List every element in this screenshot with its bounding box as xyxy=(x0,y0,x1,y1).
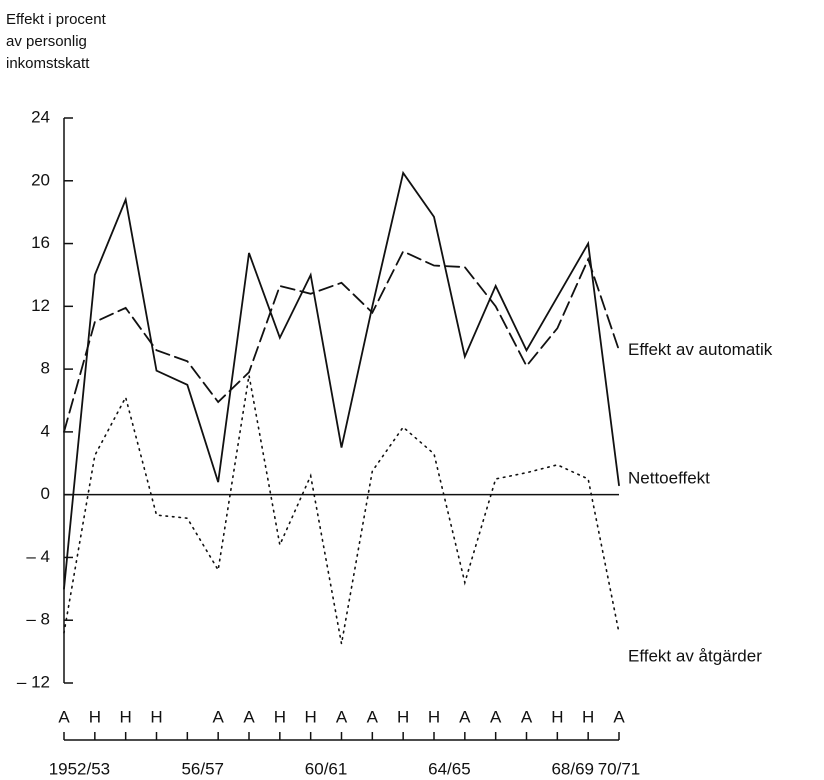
series-line xyxy=(63,170,620,590)
x-tick-label: H xyxy=(120,707,132,726)
series-label: Nettoeffekt xyxy=(628,469,710,488)
x-tick-label: H xyxy=(582,707,594,726)
x-tick-label: H xyxy=(150,707,162,726)
x-tick-label: H xyxy=(305,707,317,726)
y-tick-label: 8 xyxy=(41,359,50,378)
year-label: 60/61 xyxy=(305,759,348,778)
year-label: 68/69 xyxy=(551,759,594,778)
y-tick-label: – 4 xyxy=(26,547,50,566)
x-tick-label: H xyxy=(551,707,563,726)
y-tick-label: – 12 xyxy=(17,672,50,691)
series-line xyxy=(63,250,620,433)
y-tick-label: 24 xyxy=(31,107,50,126)
series-label: Effekt av automatik xyxy=(628,340,773,359)
y-tick-label: – 8 xyxy=(26,610,50,629)
x-tick-label: A xyxy=(243,707,255,726)
x-tick-label: A xyxy=(58,707,70,726)
y-axis-title: inkomstskatt xyxy=(6,55,90,72)
x-tick-label: A xyxy=(336,707,348,726)
x-tick-label: H xyxy=(428,707,440,726)
y-tick-label: 0 xyxy=(41,484,50,503)
x-tick-label: A xyxy=(459,707,471,726)
year-label: 70/71 xyxy=(598,759,641,778)
year-label: 1952/53 xyxy=(49,759,110,778)
x-tick-label: H xyxy=(89,707,101,726)
y-axis-title: Effekt i procent xyxy=(6,11,107,28)
y-tick-label: 12 xyxy=(31,296,50,315)
x-tick-label: A xyxy=(613,707,625,726)
series-line xyxy=(63,375,620,644)
y-axis-title: av personlig xyxy=(6,33,87,50)
x-tick-label: A xyxy=(490,707,502,726)
x-tick-label: H xyxy=(397,707,409,726)
year-label: 56/57 xyxy=(181,759,224,778)
y-tick-label: 4 xyxy=(41,421,50,440)
x-tick-label: H xyxy=(274,707,286,726)
x-tick-label: A xyxy=(212,707,224,726)
year-label: 64/65 xyxy=(428,759,471,778)
y-tick-label: 16 xyxy=(31,233,50,252)
x-tick-label: A xyxy=(521,707,533,726)
series-label: Effekt av åtgärder xyxy=(628,646,762,665)
y-tick-label: 20 xyxy=(31,170,50,189)
x-tick-label: A xyxy=(367,707,379,726)
